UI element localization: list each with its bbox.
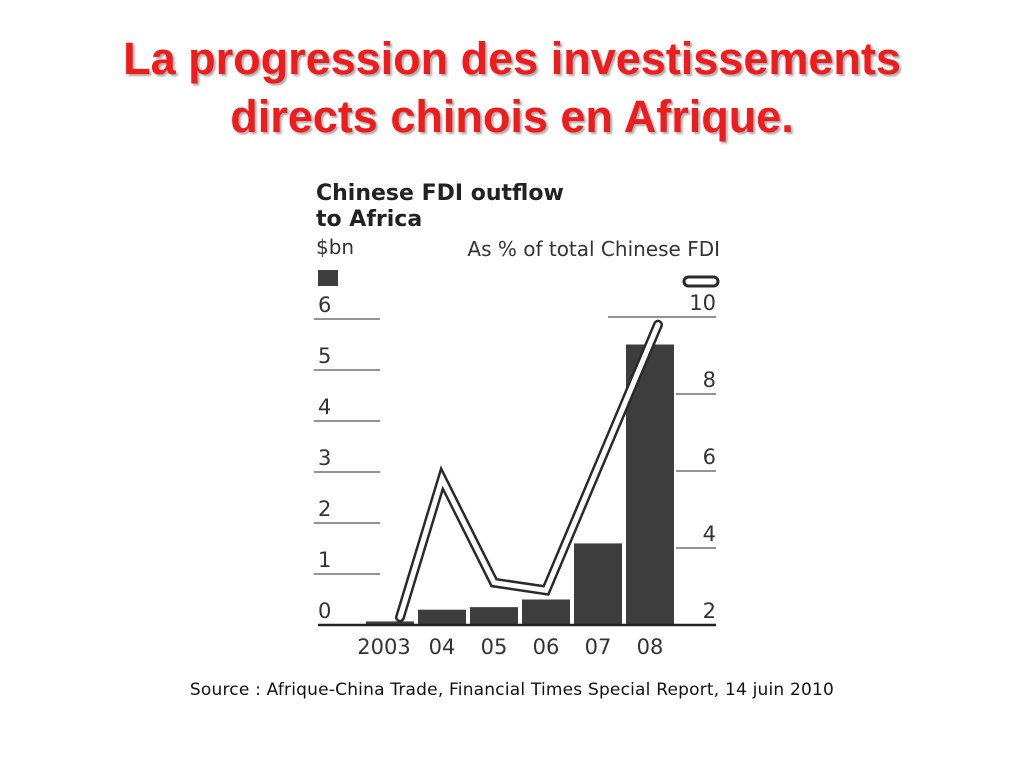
chart-title-line-2: to Africa — [316, 207, 422, 232]
right-axis-tick-label: 6 — [703, 445, 716, 469]
bar-legend-swatch — [318, 270, 338, 286]
x-tick-label: 08 — [637, 635, 664, 659]
x-tick-label: 05 — [481, 635, 508, 659]
left-axis-unit: $bn — [316, 235, 354, 259]
left-axis-tick-label: 2 — [318, 497, 331, 521]
x-tick-label: 07 — [585, 635, 612, 659]
bar-2003 — [366, 621, 414, 625]
left-axis-tick-label: 1 — [318, 548, 331, 572]
chart-title-line-1: Chinese FDI outflow — [316, 181, 564, 206]
source-note: Source : Afrique-China Trade, Financial … — [189, 680, 835, 700]
bar-06 — [522, 599, 570, 625]
left-axis-tick-label: 3 — [318, 446, 331, 470]
slide-title-line-1: La progression des investissements — [123, 33, 901, 84]
right-axis-unit: As % of total Chinese FDI — [467, 237, 720, 261]
line-series-inner — [397, 322, 661, 620]
left-axis-tick-label: 0 — [318, 599, 331, 623]
slide-title: La progression des investissements direc… — [40, 30, 984, 146]
bar-04 — [418, 609, 466, 625]
x-tick-label: 06 — [533, 635, 560, 659]
left-axis-tick-label: 5 — [318, 344, 331, 368]
plot-area: 0 1 2 3 4 5 6 2 4 6 8 10 2003 04 05 06 07 08 — [314, 291, 716, 659]
right-axis-tick-label: 4 — [703, 522, 716, 546]
x-tick-label: 2003 — [357, 635, 410, 659]
slide-title-line-2: directs chinois en Afrique. — [230, 91, 794, 142]
right-axis-tick-label: 10 — [689, 291, 716, 315]
left-axis-tick-label: 6 — [318, 293, 331, 317]
right-axis-tick-label: 8 — [703, 368, 716, 392]
left-axis-tick-label: 4 — [318, 395, 331, 419]
line-legend-swatch — [682, 275, 720, 288]
right-axis-tick-label: 2 — [703, 599, 716, 623]
bar-07 — [574, 543, 622, 625]
bar-05 — [470, 607, 518, 625]
x-tick-label: 04 — [429, 635, 456, 659]
